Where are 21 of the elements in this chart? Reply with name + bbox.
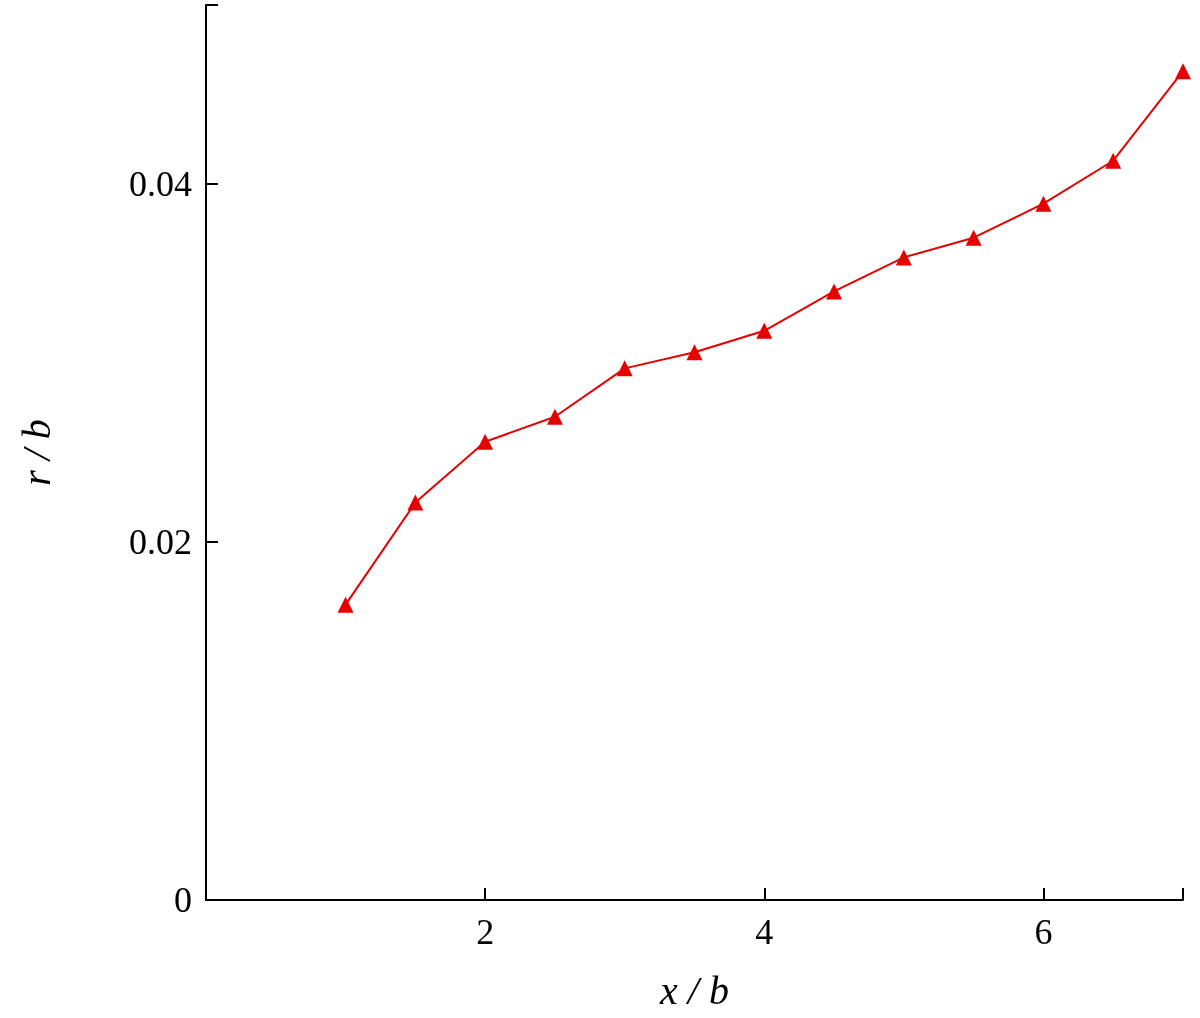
y-tick-label: 0 (174, 880, 192, 920)
point (616, 360, 633, 377)
point (1105, 152, 1122, 169)
point (965, 229, 982, 246)
point (895, 249, 912, 266)
point (756, 322, 773, 339)
point (546, 408, 563, 425)
point (1175, 63, 1191, 80)
y-tick-label: 0.02 (129, 522, 192, 562)
y-axis-title: r / b (13, 419, 59, 486)
point (477, 433, 494, 450)
x-tick-label: 2 (476, 912, 495, 952)
point (1035, 195, 1052, 212)
y-tick-label: 0.04 (129, 164, 192, 204)
point (407, 494, 424, 511)
x-axis-title: x / b (659, 967, 729, 1013)
x-tick-label: 4 (755, 912, 774, 952)
point (686, 344, 703, 361)
point (826, 283, 843, 300)
x-tick-label: 6 (1034, 912, 1053, 952)
point (337, 596, 354, 613)
